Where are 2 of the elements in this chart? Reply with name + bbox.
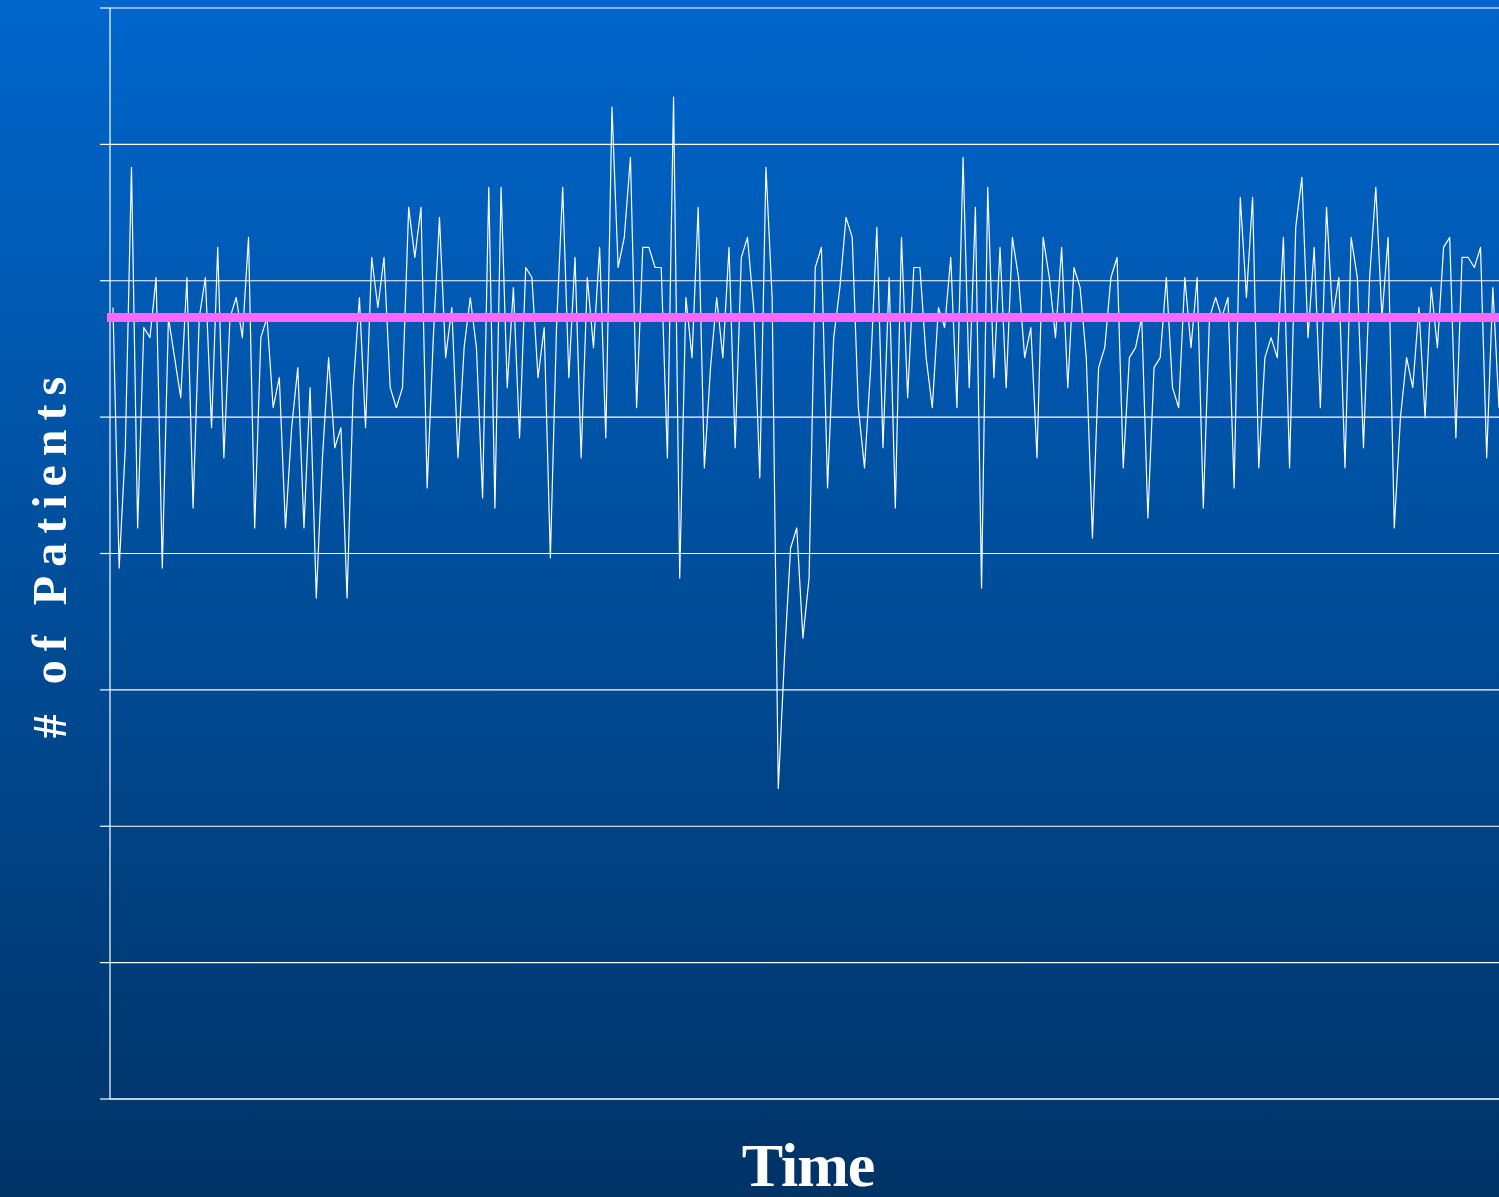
x-axis-title: Time — [741, 1131, 875, 1197]
y-axis-title: # of Patients — [23, 367, 76, 739]
